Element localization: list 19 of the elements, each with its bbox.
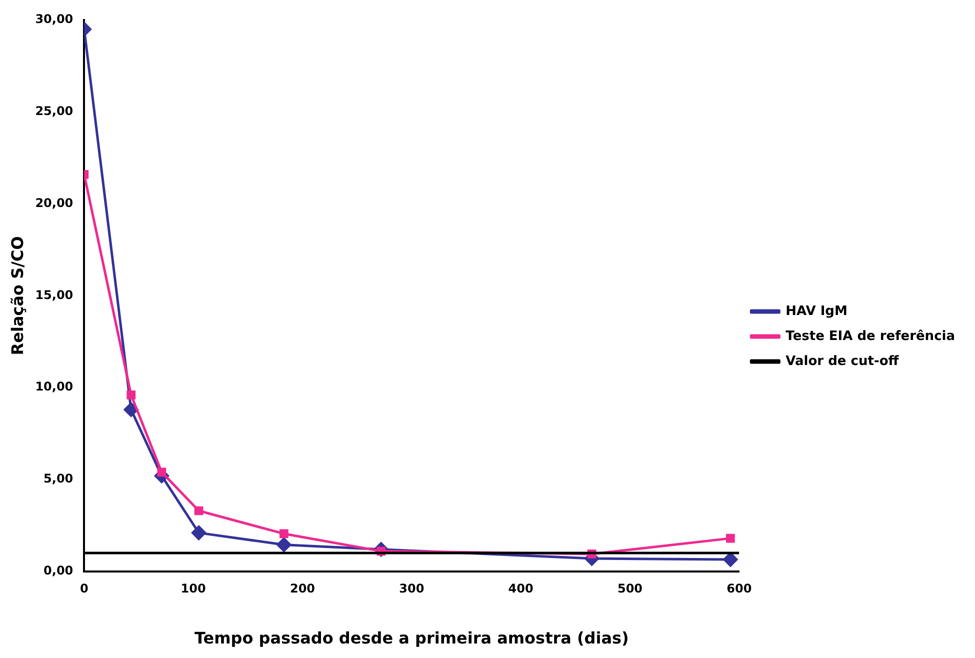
y-tick-label: 20,00	[35, 196, 74, 210]
y-tick-label: 25,00	[35, 104, 74, 118]
x-tick-label: 200	[290, 582, 316, 596]
x-tick-label: 100	[180, 582, 206, 596]
legend-label: Teste EIA de referência	[786, 328, 956, 344]
y-tick-label: 5,00	[44, 472, 74, 486]
x-axis-title: Tempo passado desde a primeira amostra (dias)	[194, 628, 629, 648]
legend-label: HAV IgM	[786, 304, 848, 319]
y-tick-label: 15,00	[35, 288, 74, 302]
x-tick-label: 500	[617, 582, 643, 596]
y-axis-title: Relação S/CO	[8, 236, 27, 356]
y-tick-label: 0,00	[44, 564, 74, 578]
legend-label: Valor de cut-off	[786, 354, 900, 369]
x-tick-label: 0	[80, 582, 88, 596]
x-tick-label: 300	[399, 582, 424, 596]
x-tick-label: 400	[508, 582, 534, 596]
y-tick-label: 10,00	[35, 380, 74, 394]
x-tick-label: 600	[726, 582, 752, 596]
y-tick-label: 30,00	[35, 12, 74, 26]
